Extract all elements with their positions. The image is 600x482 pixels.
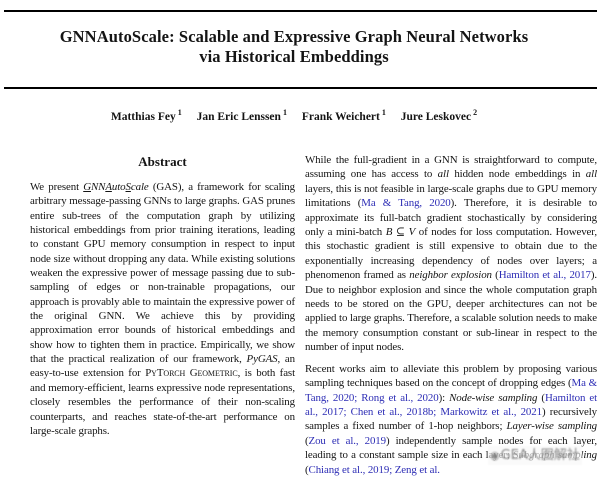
author-name: Matthias Fey	[110, 111, 176, 123]
text-segment: (	[491, 269, 499, 282]
text-segment: , an easy-to-use extension for	[30, 353, 295, 380]
intro-paragraph-1: While the full-gradient in a GNN is stra…	[305, 153, 597, 355]
right-column: While the full-gradient in a GNN is stra…	[305, 152, 597, 477]
text-segment: (	[537, 391, 545, 404]
author-name: Frank Weichert	[301, 111, 380, 123]
title-rule-bottom	[4, 87, 597, 89]
author-name: Jan Eric Lenssen	[196, 111, 281, 123]
abstract-text: We present GNNAutoScale (GAS), a framewo…	[30, 180, 295, 438]
text-segment: We present	[30, 181, 84, 193]
text-segment: cale	[130, 181, 149, 193]
watermark: ◉GEA人图解社	[488, 446, 582, 465]
text-segment: A	[105, 181, 112, 193]
text-segment: uto	[111, 181, 126, 193]
text-segment: (	[305, 434, 309, 447]
author: Matthias Fey 1	[110, 108, 182, 123]
text-segment: hidden node embeddings in	[448, 168, 586, 181]
citation-link[interactable]: Hamilton et al., 2017; Chen et al., 2018…	[305, 391, 598, 418]
text-segment: all	[585, 168, 597, 181]
text-segment: neighbor explosion	[409, 269, 492, 282]
text-segment: V	[408, 226, 416, 239]
text-segment: B	[385, 226, 393, 239]
citation-link[interactable]: Chiang et al., 2019; Zeng et al.	[308, 463, 440, 476]
author-name: Jure Leskovec	[400, 111, 472, 123]
text-segment: (GAS), a framework for scaling arbitrary…	[30, 181, 295, 366]
text-segment: ). Therefore, it is desirable to approxi…	[305, 197, 597, 239]
text-segment: Node-wise sampling	[449, 391, 538, 404]
text-segment: S	[125, 181, 131, 193]
author-affiliation-mark: 1	[282, 108, 287, 118]
text-segment: While the full-gradient in a GNN is stra…	[305, 154, 597, 181]
text-segment: NN	[90, 181, 106, 193]
text-segment: ) recursively samples a fixed number of …	[305, 405, 597, 433]
author: Jure Leskovec 2	[400, 108, 478, 123]
author-list: Matthias Fey 1 Jan Eric Lenssen 1 Frank We…	[0, 108, 588, 123]
text-segment: , is both fast and memory-efficient, lea…	[30, 367, 295, 437]
text-segment: layers, this is not feasible in large-sc…	[305, 182, 597, 210]
text-segment: Layer-wise sampling	[506, 420, 598, 433]
citation-link[interactable]: Hamilton et al., 2017	[498, 269, 591, 282]
two-column-body: Abstract We present GNNAutoScale (GAS), …	[0, 152, 600, 482]
title-rule-top	[4, 10, 597, 12]
text-segment: ) independently sample nodes for each la…	[305, 434, 597, 462]
text-segment: ):	[438, 391, 450, 404]
author-affiliation-mark: 1	[177, 108, 182, 118]
paper-title: GNNAutoScale: Scalable and Expressive Gr…	[0, 27, 588, 67]
citation-link[interactable]: Ma & Tang, 2020; Rong et al., 2020	[305, 377, 597, 404]
text-segment: G	[83, 181, 91, 193]
text-segment: all	[437, 168, 449, 181]
author: Frank Weichert 1	[301, 108, 386, 123]
text-segment: PyGAS	[246, 353, 278, 366]
text-segment: (	[305, 463, 309, 476]
citation-link[interactable]: Zou et al., 2019	[308, 434, 387, 447]
text-segment: Recent works aim to alleviate this probl…	[305, 362, 597, 390]
text-segment: ). Due to neighbor explosion and since t…	[305, 269, 597, 354]
watermark-logo-icon: ◉	[490, 449, 500, 462]
title-line-2: via Historical Embeddings	[199, 47, 389, 66]
author-affiliation-mark: 1	[381, 108, 386, 118]
author: Jan Eric Lenssen 1	[196, 108, 287, 123]
title-line-1: GNNAutoScale: Scalable and Expressive Gr…	[59, 27, 529, 46]
abstract-heading: Abstract	[138, 154, 187, 169]
watermark-text: GEA人图解社	[500, 448, 580, 463]
left-column: Abstract We present GNNAutoScale (GAS), …	[30, 152, 295, 438]
text-segment: PyTorch Geometric	[145, 367, 238, 380]
citation-link[interactable]: Ma & Tang, 2020	[361, 197, 451, 210]
text-segment: ⊆	[392, 226, 409, 239]
author-affiliation-mark: 2	[473, 108, 478, 118]
intro-paragraph-2: Recent works aim to alleviate this probl…	[305, 362, 597, 477]
text-segment: of nodes for loss computation. However, …	[305, 226, 597, 282]
